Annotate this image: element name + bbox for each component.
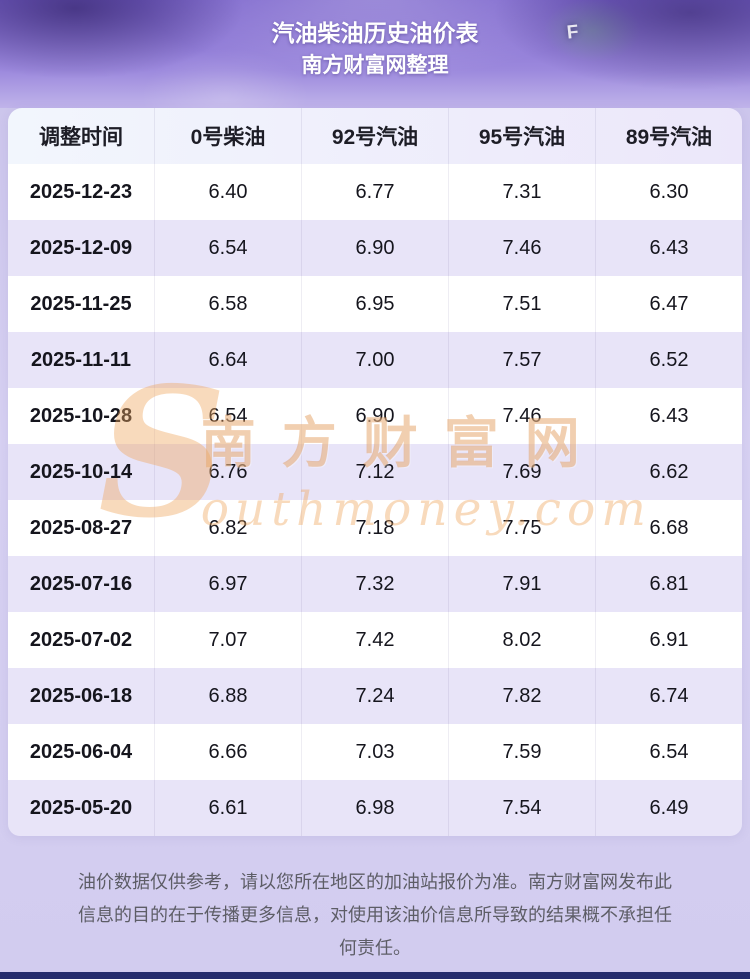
price-cell: 7.75: [449, 500, 596, 556]
date-cell: 2025-07-16: [8, 556, 155, 612]
price-cell: 6.43: [649, 404, 689, 427]
price-cell: 7.18: [302, 500, 449, 556]
price-cell: 6.54: [155, 388, 302, 444]
column-header-0: 调整时间: [8, 108, 155, 164]
date-cell: 2025-06-04: [8, 724, 155, 780]
date-cell: 2025-05-20: [8, 780, 155, 836]
price-cell: 7.24: [302, 668, 449, 724]
price-cell: 6.97: [155, 556, 302, 612]
price-cell: 6.77: [302, 164, 449, 220]
table-row: 2025-10-28 6.54 6.90 7.46 6.43: [8, 388, 742, 444]
table-row: 2025-12-09 6.54 6.90 7.46 6.43: [8, 220, 742, 276]
price-cell: 6.54: [649, 740, 689, 763]
price-cell: 6.91: [649, 628, 689, 651]
price-cell: 8.02: [449, 612, 596, 668]
price-cell: 6.76: [155, 444, 302, 500]
price-cell: 6.81: [649, 572, 689, 595]
table-row: 2025-11-11 6.64 7.00 7.57 6.52: [8, 332, 742, 388]
table-row: 2025-07-16 6.97 7.32 7.91 6.81: [8, 556, 742, 612]
price-cell: 7.12: [302, 444, 449, 500]
price-cell: 7.42: [302, 612, 449, 668]
date-cell: 2025-06-18: [8, 668, 155, 724]
price-cell: 6.64: [155, 332, 302, 388]
price-cell: 6.95: [302, 276, 449, 332]
table-row: 2025-12-23 6.40 6.77 7.31 6.30: [8, 164, 742, 220]
price-cell: 6.88: [155, 668, 302, 724]
table-row: 2025-07-02 7.07 7.42 8.02 6.91: [8, 612, 742, 668]
header-banner: F 汽油柴油历史油价表 南方财富网整理: [0, 0, 750, 108]
date-cell: 2025-08-27: [8, 500, 155, 556]
price-cell: 7.46: [449, 220, 596, 276]
date-cell: 2025-12-23: [8, 164, 155, 220]
table-body: 2025-12-23 6.40 6.77 7.31 6.30 2025-12-09 6.54…: [8, 164, 742, 836]
price-cell: 7.07: [155, 612, 302, 668]
price-cell: 6.82: [155, 500, 302, 556]
price-cell: 7.51: [449, 276, 596, 332]
column-header-1: 0号柴油: [155, 108, 302, 164]
price-cell: 7.59: [449, 724, 596, 780]
date-cell: 2025-11-11: [8, 332, 155, 388]
price-cell: 6.90: [302, 388, 449, 444]
table-row: 2025-06-18 6.88 7.24 7.82 6.74: [8, 668, 742, 724]
price-cell: 6.43: [649, 236, 689, 259]
price-cell: 6.90: [302, 220, 449, 276]
table-row: 2025-10-14 6.76 7.12 7.69 6.62: [8, 444, 742, 500]
table-row: 2025-11-25 6.58 6.95 7.51 6.47: [8, 276, 742, 332]
price-cell: 6.40: [155, 164, 302, 220]
column-header-3: 95号汽油: [449, 108, 596, 164]
bottom-bar: [0, 972, 750, 979]
price-cell: 6.74: [649, 684, 689, 707]
page-title: 汽油柴油历史油价表: [271, 20, 479, 46]
date-cell: 2025-10-14: [8, 444, 155, 500]
price-cell: 7.91: [449, 556, 596, 612]
price-cell: 7.46: [449, 388, 596, 444]
price-cell: 7.32: [302, 556, 449, 612]
header-titles: 汽油柴油历史油价表 南方财富网整理: [0, 16, 750, 82]
price-cell: 6.58: [155, 276, 302, 332]
table-row: 2025-05-20 6.61 6.98 7.54 6.49: [8, 780, 742, 836]
price-cell: 7.31: [449, 164, 596, 220]
table-row: 2025-08-27 6.82 7.18 7.75 6.68: [8, 500, 742, 556]
price-table: 调整时间 0号柴油 92号汽油 95号汽油 89号汽油 2025-12-23 6.40 6.…: [8, 108, 742, 836]
price-cell: 6.68: [649, 516, 689, 539]
price-cell: 7.69: [449, 444, 596, 500]
price-cell: 6.54: [155, 220, 302, 276]
price-cell: 6.52: [649, 348, 689, 371]
date-cell: 2025-11-25: [8, 276, 155, 332]
price-cell: 7.00: [302, 332, 449, 388]
column-header-2: 92号汽油: [302, 108, 449, 164]
price-cell: 6.62: [649, 460, 689, 483]
date-cell: 2025-12-09: [8, 220, 155, 276]
disclaimer-text: 油价数据仅供参考，请以您所在地区的加油站报价为准。南方财富网发布此信息的目的在于…: [78, 872, 672, 958]
price-cell: 6.98: [302, 780, 449, 836]
date-cell: 2025-10-28: [8, 388, 155, 444]
table-row: 2025-06-04 6.66 7.03 7.59 6.54: [8, 724, 742, 780]
date-cell: 2025-07-02: [8, 612, 155, 668]
price-cell: 6.61: [155, 780, 302, 836]
price-cell: 7.54: [449, 780, 596, 836]
price-cell: 6.47: [649, 292, 689, 315]
price-cell: 7.82: [449, 668, 596, 724]
table-header-row: 调整时间 0号柴油 92号汽油 95号汽油 89号汽油: [8, 108, 742, 164]
price-cell: 6.49: [649, 796, 689, 819]
price-cell: 6.66: [155, 724, 302, 780]
column-header-4: 89号汽油: [625, 126, 713, 149]
price-cell: 6.30: [649, 180, 689, 203]
page-subtitle: 南方财富网整理: [301, 54, 449, 77]
price-cell: 7.03: [302, 724, 449, 780]
price-cell: 7.57: [449, 332, 596, 388]
